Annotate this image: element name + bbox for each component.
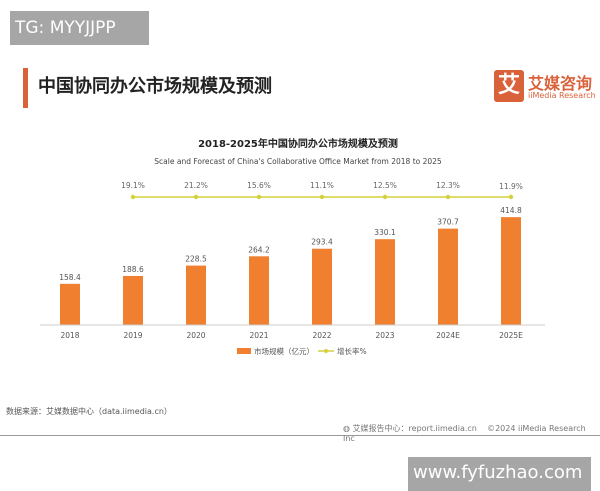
footer-text: ◍ 艾媒报告中心：report.iimedia.cn ©2024 iiMedia…: [343, 423, 600, 443]
bar-value-label: 264.2: [248, 245, 270, 254]
x-tick-label: 2022: [312, 331, 331, 340]
x-tick-label: 2021: [249, 331, 268, 340]
bar-value-label: 188.6: [122, 265, 144, 274]
x-tick-label: 2020: [186, 331, 205, 340]
title-accent: [23, 68, 28, 108]
growth-point: [445, 194, 451, 200]
x-tick-label: 2023: [375, 331, 394, 340]
growth-point: [130, 194, 136, 200]
bar: [438, 228, 458, 325]
globe-icon: ◍: [343, 424, 353, 433]
growth-label: 11.1%: [310, 181, 334, 190]
bar: [186, 265, 206, 325]
legend-line-label: 增长率%: [337, 346, 367, 356]
chart-title: 2018-2025年中国协同办公市场规模及预测: [198, 137, 398, 150]
logo-icon: 艾: [494, 70, 524, 102]
growth-label: 15.6%: [247, 181, 271, 190]
growth-point: [319, 194, 325, 200]
x-tick-label: 2019: [123, 331, 142, 340]
copyright: ©2024 iiMedia Research Inc: [343, 424, 586, 443]
legend-bar-label: 市场规模（亿元）: [254, 346, 314, 356]
page-title: 中国协同办公市场规模及预测: [38, 76, 272, 97]
growth-point: [256, 194, 262, 200]
legend-line-dot: [324, 349, 328, 353]
growth-point: [193, 194, 199, 200]
logo-text: 艾媒咨询: [528, 74, 593, 93]
logo-subtext: iiMedia Research: [528, 91, 596, 100]
growth-point: [382, 194, 388, 200]
bar-value-label: 414.8: [500, 206, 522, 215]
x-tick-label: 2024E: [436, 331, 460, 340]
x-tick-label: 2018: [60, 331, 79, 340]
bar-value-label: 228.5: [185, 255, 207, 264]
growth-label: 21.2%: [184, 181, 208, 190]
watermark-bottom: www.fyfuzhao.com: [408, 457, 591, 491]
bar-value-label: 158.4: [59, 273, 81, 282]
legend-bar-swatch: [237, 348, 251, 354]
bar-value-label: 330.1: [374, 228, 396, 237]
bar: [60, 283, 80, 325]
bar: [501, 217, 521, 325]
growth-label: 12.5%: [373, 181, 397, 190]
bar-value-label: 293.4: [311, 238, 333, 247]
growth-label: 12.3%: [436, 181, 460, 190]
bar: [375, 239, 395, 325]
growth-label: 11.9%: [499, 182, 523, 191]
x-tick-label: 2025E: [499, 331, 523, 340]
watermark-top: TG: MYYJJPP: [10, 11, 149, 45]
bar: [249, 256, 269, 325]
bar: [312, 248, 332, 325]
chart: 2018-2025年中国协同办公市场规模及预测 Scale and Foreca…: [40, 137, 545, 356]
bar: [123, 275, 143, 325]
growth-point: [508, 194, 514, 200]
data-source: 数据来源：艾媒数据中心（data.iimedia.cn）: [6, 407, 172, 416]
chart-subtitle: Scale and Forecast of China's Collaborat…: [154, 157, 442, 166]
bar-value-label: 370.7: [437, 218, 459, 227]
growth-label: 19.1%: [121, 181, 145, 190]
divider: [0, 435, 600, 436]
report-link[interactable]: 艾媒报告中心：report.iimedia.cn: [352, 424, 477, 433]
